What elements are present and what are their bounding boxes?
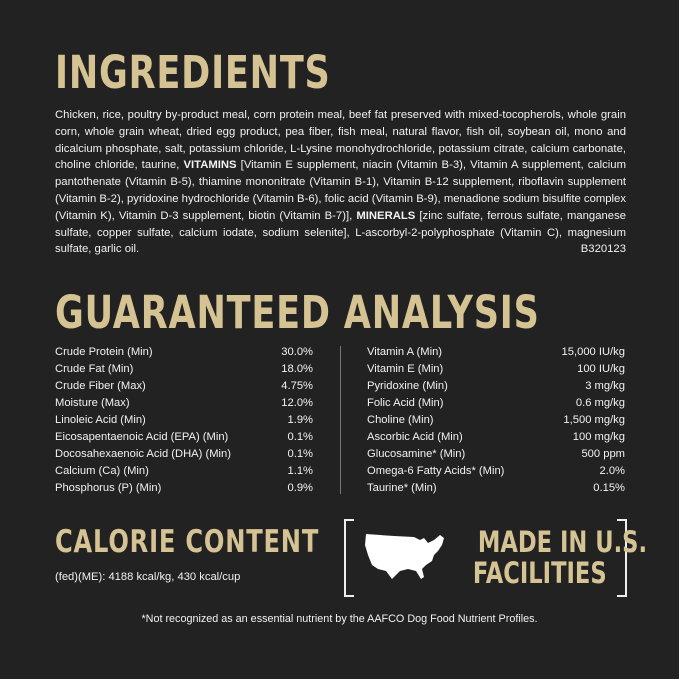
analysis-row: Crude Fat (Min) 18.0% (55, 361, 313, 378)
nutrient-name: Vitamin A (Min) (367, 346, 443, 358)
analysis-row: Omega-6 Fatty Acids* (Min) 2.0% (367, 463, 625, 480)
nutrient-name: Moisture (Max) (55, 397, 130, 409)
nutrient-value: 100 IU/kg (577, 363, 625, 375)
analysis-row: Eicosapentaenoic Acid (EPA) (Min) 0.1% (55, 429, 313, 446)
ingredients-part: Chicken, rice, poultry by-product meal, … (55, 109, 626, 172)
analysis-row: Ascorbic Acid (Min) 100 mg/kg (367, 429, 625, 446)
nutrient-name: Vitamin E (Min) (367, 363, 444, 375)
left-bracket (344, 519, 354, 597)
nutrient-name: Eicosapentaenoic Acid (EPA) (Min) (55, 431, 229, 443)
calorie-title: CALORIE CONTENT (55, 524, 320, 560)
nutrient-name: Crude Protein (Min) (55, 346, 153, 358)
nutrient-value: 3 mg/kg (585, 380, 625, 392)
nutrient-value: 1.1% (287, 465, 314, 477)
analysis-title: GUARANTEED ANALYSIS (55, 286, 540, 339)
ingredients-part: [zinc sulfate, ferrous sulfate, manganes… (55, 209, 626, 256)
nutrient-value: 2.0% (599, 465, 626, 477)
usa-map-icon (365, 534, 444, 579)
analysis-row: Moisture (Max) 12.0% (55, 395, 313, 412)
vitamins-label: VITAMINS (183, 159, 237, 172)
nutrient-value: 4.75% (281, 380, 313, 392)
minerals-label: MINERALS (356, 209, 416, 222)
nutrient-value: 18.0% (281, 363, 313, 375)
analysis-right-column: Vitamin A (Min) 15,000 IU/kg Vitamin E (Mi… (367, 344, 625, 497)
footnote: *Not recognized as an essential nutrient… (141, 613, 538, 625)
nutrient-name: Calcium (Ca) (Min) (55, 465, 149, 477)
nutrient-name: Ascorbic Acid (Min) (367, 431, 463, 443)
nutrient-name: Docosahexaenoic Acid (DHA) (Min) (55, 448, 231, 460)
made-in-usa-text: MADE IN U.S. FACILITIES (454, 527, 647, 590)
analysis-row: Docosahexaenoic Acid (DHA) (Min) 0.1% (55, 446, 313, 463)
nutrient-value: 500 ppm (581, 448, 625, 460)
analysis-row: Folic Acid (Min) 0.6 mg/kg (367, 395, 625, 412)
nutrient-name: Crude Fat (Min) (55, 363, 134, 375)
nutrient-name: Phosphorus (P) (Min) (55, 482, 162, 494)
nutrient-value: 0.15% (593, 482, 625, 494)
analysis-row: Vitamin E (Min) 100 IU/kg (367, 361, 625, 378)
nutrient-name: Folic Acid (Min) (367, 397, 444, 409)
nutrient-name: Taurine* (Min) (367, 482, 437, 494)
badge-line-1: MADE IN U.S. (477, 525, 648, 559)
right-bracket (617, 519, 627, 597)
ingredients-text: Chicken, rice, poultry by-product meal, … (55, 107, 626, 258)
made-in-usa-badge: MADE IN U.S. FACILITIES (344, 519, 647, 597)
nutrient-name: Linoleic Acid (Min) (55, 414, 146, 426)
nutrient-value: 100 mg/kg (572, 431, 625, 443)
nutrient-value: 1.9% (287, 414, 314, 426)
analysis-row: Phosphorus (P) (Min) 0.9% (55, 480, 313, 497)
column-divider (340, 346, 341, 494)
analysis-row: Vitamin A (Min) 15,000 IU/kg (367, 344, 625, 361)
nutrient-name: Choline (Min) (367, 414, 434, 426)
badge-line-2: FACILITIES (472, 556, 607, 590)
analysis-row: Linoleic Acid (Min) 1.9% (55, 412, 313, 429)
ingredients-part: [Vitamin E supplement, niacin (Vitamin B… (55, 159, 626, 222)
analysis-row: Glucosamine* (Min) 500 ppm (367, 446, 625, 463)
analysis-row: Pyridoxine (Min) 3 mg/kg (367, 378, 625, 395)
analysis-left-column: Crude Protein (Min) 30.0% Crude Fat (Min) 1… (55, 344, 313, 497)
analysis-row: Calcium (Ca) (Min) 1.1% (55, 463, 313, 480)
nutrient-name: Glucosamine* (Min) (367, 448, 466, 460)
nutrient-name: Pyridoxine (Min) (367, 380, 448, 392)
nutrient-name: Omega-6 Fatty Acids* (Min) (367, 465, 505, 477)
nutrient-value: 12.0% (281, 397, 313, 409)
nutrient-value: 1,500 mg/kg (563, 414, 625, 426)
ingredients-title: INGREDIENTS (55, 46, 331, 99)
nutrient-value: 0.1% (287, 431, 314, 443)
nutrient-value: 15,000 IU/kg (561, 346, 625, 358)
analysis-row: Crude Protein (Min) 30.0% (55, 344, 313, 361)
analysis-row: Choline (Min) 1,500 mg/kg (367, 412, 625, 429)
analysis-row: Crude Fiber (Max) 4.75% (55, 378, 313, 395)
nutrient-name: Crude Fiber (Max) (55, 380, 146, 392)
nutrient-value: 0.9% (287, 482, 314, 494)
product-code: B320123 (580, 243, 626, 256)
nutrient-value: 30.0% (281, 346, 313, 358)
nutrient-value: 0.1% (287, 448, 314, 460)
nutrient-value: 0.6 mg/kg (575, 397, 625, 409)
analysis-row: Taurine* (Min) 0.15% (367, 480, 625, 497)
calorie-text: (fed)(ME): 4188 kcal/kg, 430 kcal/cup (55, 571, 241, 583)
